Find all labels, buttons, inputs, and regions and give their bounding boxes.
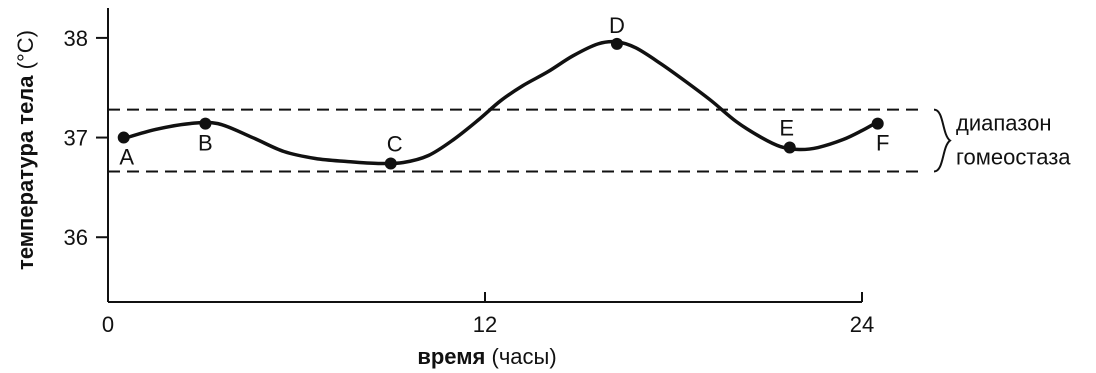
homeostasis-range: диапазон гомеостаза xyxy=(108,108,1071,173)
y-axis-title: температура тела (°C) xyxy=(13,30,38,270)
y-axis-title-unit: (°C) xyxy=(13,30,38,75)
y-tick-label-38: 38 xyxy=(64,26,88,51)
point-f xyxy=(871,117,884,130)
x-tick-label-0: 0 xyxy=(102,312,114,337)
y-axis-title-main: температура тела xyxy=(13,75,38,270)
y-tick-label-36: 36 xyxy=(64,225,88,250)
x-tick-label-24: 24 xyxy=(850,312,874,337)
point-e xyxy=(783,141,796,154)
point-label-b: B xyxy=(198,131,213,156)
x-axis-title: время (часы) xyxy=(417,344,556,369)
point-label-d: D xyxy=(609,13,625,38)
data-points: A B C D E F xyxy=(117,13,889,170)
point-label-a: A xyxy=(119,145,134,170)
x-axis-title-unit: (часы) xyxy=(485,344,556,369)
point-label-c: C xyxy=(387,131,403,156)
range-label-line2: гомеостаза xyxy=(956,145,1071,170)
ticks: 0 12 24 36 37 38 xyxy=(64,26,875,337)
axes xyxy=(107,8,862,303)
point-b xyxy=(199,117,212,130)
range-brace xyxy=(933,108,952,173)
point-a xyxy=(117,131,130,144)
x-axis-title-main: время xyxy=(417,344,485,369)
point-label-e: E xyxy=(779,116,794,141)
point-c xyxy=(384,157,397,170)
temperature-curve xyxy=(121,39,877,166)
x-tick-label-12: 12 xyxy=(473,312,497,337)
point-label-f: F xyxy=(876,131,889,156)
point-d xyxy=(610,37,623,50)
range-label-line1: диапазон xyxy=(956,111,1052,136)
y-tick-label-37: 37 xyxy=(64,126,88,151)
